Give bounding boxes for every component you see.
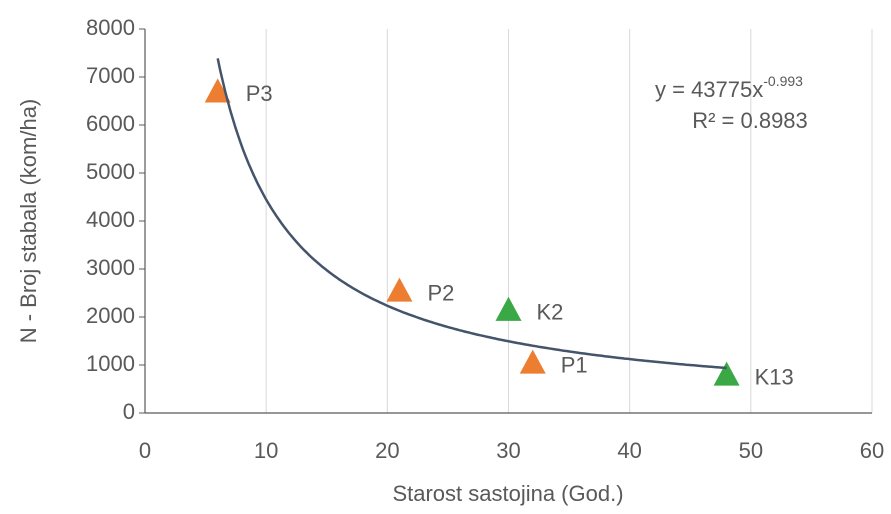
y-tick-label: 1000 (86, 351, 135, 376)
x-tick-label: 60 (860, 438, 884, 463)
x-tick-label: 10 (254, 438, 278, 463)
point-label: K13 (755, 364, 794, 389)
point-label: P3 (246, 81, 273, 106)
x-axis-title: Starost sastojina (God.) (392, 481, 623, 506)
y-tick-label: 6000 (86, 111, 135, 136)
y-tick-label: 5000 (86, 159, 135, 184)
x-tick-label: 20 (375, 438, 399, 463)
y-tick-label: 8000 (86, 15, 135, 40)
x-tick-label: 40 (617, 438, 641, 463)
y-tick-label: 0 (123, 399, 135, 424)
equation-text: y = 43775x (655, 77, 763, 102)
trendline-r2: R² = 0.8983 (692, 108, 808, 133)
x-tick-label: 50 (739, 438, 763, 463)
point-label: K2 (537, 300, 564, 325)
point (519, 349, 546, 374)
point-label: P1 (561, 352, 588, 377)
y-tick-label: 3000 (86, 255, 135, 280)
x-tick-label: 30 (496, 438, 520, 463)
y-tick-label: 2000 (86, 303, 135, 328)
point (495, 296, 522, 321)
trendline (216, 58, 727, 370)
trendline-equation: y = 43775x-0.993 (655, 73, 803, 102)
y-tick-label: 7000 (86, 63, 135, 88)
y-axis-title: N - Broj stabala (kom/ha) (16, 99, 41, 344)
equation-exponent: -0.993 (763, 73, 803, 89)
point-label: P2 (427, 280, 454, 305)
point (204, 78, 231, 103)
y-tick-label: 4000 (86, 207, 135, 232)
point (386, 277, 413, 302)
point (713, 361, 740, 386)
x-tick-label: 0 (139, 438, 151, 463)
